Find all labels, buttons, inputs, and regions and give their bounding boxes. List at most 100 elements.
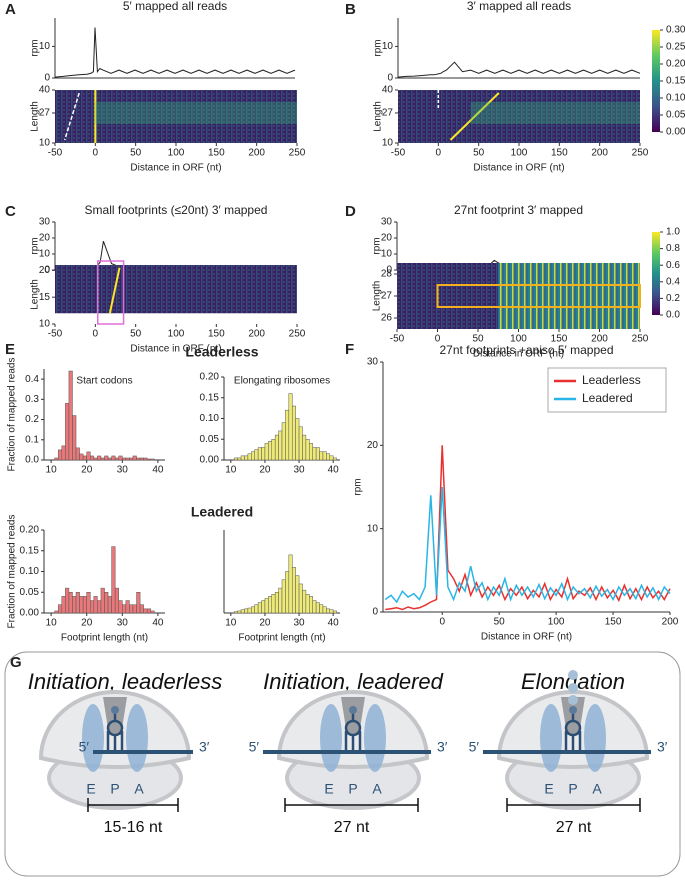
- colorbar-tick-label: 0.20: [666, 59, 685, 70]
- bar: [257, 602, 262, 614]
- bar: [114, 587, 119, 614]
- colorbar-tick-label: 0.0: [666, 310, 680, 321]
- bar: [305, 439, 310, 461]
- bar: [285, 571, 290, 614]
- x-tick-label: 250: [632, 334, 649, 345]
- bar: [233, 611, 238, 614]
- trna: [349, 706, 357, 714]
- y-tick-label: 27: [382, 108, 394, 119]
- bar: [79, 453, 84, 461]
- peptide: [568, 695, 578, 705]
- bar: [281, 422, 286, 461]
- x-tick-label: 0: [435, 334, 441, 345]
- bar: [278, 430, 283, 461]
- diagram-title: Initiation, leaderless: [28, 669, 222, 694]
- site: [126, 704, 148, 772]
- bar: [57, 604, 63, 614]
- bar: [132, 455, 137, 461]
- bar: [309, 443, 313, 461]
- bar: [261, 447, 266, 461]
- chart-title: 5′ mapped all reads: [123, 0, 227, 13]
- y-tick-label: 20: [367, 440, 379, 451]
- chart-title: 3′ mapped all reads: [467, 0, 571, 13]
- bar: [150, 458, 155, 461]
- heatmap: [398, 90, 640, 143]
- x-tick-label: 250: [632, 148, 649, 159]
- x-tick-label: 10: [225, 618, 237, 629]
- x-tick-label: 150: [551, 334, 568, 345]
- bar: [118, 600, 123, 614]
- line: [397, 61, 641, 78]
- bar: [125, 457, 130, 461]
- bar: [244, 455, 249, 461]
- bar: [86, 451, 91, 461]
- x-axis-label: Distance in ORF (nt): [130, 163, 221, 174]
- three-prime: 3′: [657, 739, 668, 755]
- y-tick-label: 20: [381, 233, 393, 244]
- bar: [150, 610, 155, 614]
- x-tick-label: 100: [168, 329, 185, 340]
- bar: [54, 457, 59, 461]
- x-tick-label: 40: [152, 618, 164, 629]
- bar: [136, 592, 141, 614]
- bar: [329, 455, 334, 461]
- bar: [298, 583, 303, 614]
- bar: [122, 457, 127, 461]
- bar: [143, 608, 148, 614]
- bar: [278, 587, 283, 614]
- bar: [332, 457, 337, 461]
- bar: [54, 610, 59, 614]
- site-label: A: [134, 781, 144, 797]
- x-tick-label: 0: [93, 148, 99, 159]
- y-tick-label: 0.15: [200, 392, 220, 403]
- bar: [288, 554, 293, 614]
- trna: [564, 712, 582, 752]
- y-tick-label: 0: [44, 73, 50, 84]
- bar: [72, 415, 77, 461]
- bar: [111, 455, 116, 461]
- site: [364, 704, 386, 772]
- trna: [569, 706, 577, 714]
- chart-title: 27nt footprints +aniso 5′ mapped: [439, 343, 613, 357]
- bar: [257, 447, 262, 461]
- y-tick-label: 20: [39, 265, 51, 276]
- five-prime: 5′: [249, 739, 260, 755]
- bar: [68, 370, 73, 461]
- bar: [312, 447, 317, 461]
- bar: [247, 607, 252, 614]
- bar: [97, 455, 102, 461]
- y-tick-label: 20: [39, 233, 51, 244]
- x-tick-label: 200: [591, 334, 608, 345]
- x-tick-label: 100: [510, 334, 527, 345]
- bar: [254, 449, 259, 461]
- x-tick-label: 0: [436, 148, 442, 159]
- bar: [319, 604, 324, 614]
- bar: [100, 457, 105, 461]
- bar: [237, 610, 242, 614]
- bar: [65, 587, 70, 614]
- bar: [146, 458, 152, 461]
- site-label: E: [544, 781, 553, 797]
- x-tick-label: 10: [225, 465, 237, 476]
- colorbar-tick-label: 0.4: [666, 276, 680, 287]
- y-axis-label: rpm: [373, 39, 384, 56]
- section-title: Leadered: [191, 504, 253, 520]
- colorbar: [652, 232, 660, 315]
- span-bar: [284, 798, 419, 812]
- highlight-box: [97, 260, 125, 325]
- bar: [125, 600, 130, 614]
- line: [55, 241, 298, 269]
- y-tick-label: 27: [39, 108, 51, 119]
- y-tick-label: 28: [381, 269, 393, 280]
- five-prime: 5′: [469, 739, 480, 755]
- y-axis-label: Fraction of mapped reads: [7, 515, 18, 629]
- chart-title: Small footprints (≤20nt) 3′ mapped: [85, 203, 268, 217]
- y-tick-label: 0.00: [200, 455, 220, 466]
- bar: [129, 457, 134, 461]
- bar: [319, 451, 324, 461]
- bar: [86, 592, 91, 614]
- x-tick-label: 200: [248, 148, 265, 159]
- section-title: Leaderless: [185, 344, 258, 360]
- y-tick-label: 10: [39, 319, 51, 330]
- bar: [326, 608, 331, 614]
